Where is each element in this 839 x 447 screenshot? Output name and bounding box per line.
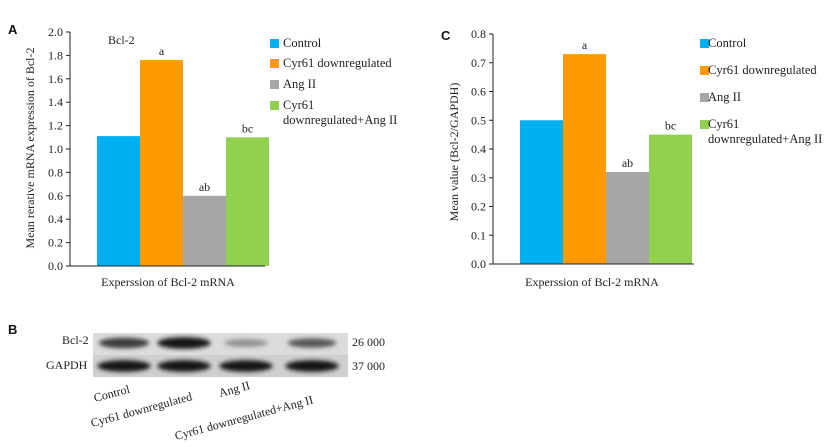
blot-mw-gapdh: 37 000 bbox=[352, 359, 385, 373]
y-tick-label: 0.3 bbox=[471, 171, 486, 185]
y-tick-label: 1.4 bbox=[48, 95, 63, 109]
legend-swatch-cyr61-c bbox=[700, 66, 709, 75]
legend-label-combo-line2-c: downregulated+Ang II bbox=[708, 132, 822, 146]
y-tick-label: 1.8 bbox=[48, 48, 63, 62]
bar-4 bbox=[226, 137, 269, 266]
y-tick-label: 0.1 bbox=[471, 228, 486, 242]
panel-a: A Mean rerative mRNA expression of Bcl-2… bbox=[8, 22, 397, 289]
blot-bands bbox=[97, 337, 339, 372]
significance-label-2: a bbox=[159, 44, 165, 58]
y-tick-label: 0.4 bbox=[471, 142, 486, 156]
y-tick-label: 0.2 bbox=[471, 200, 486, 214]
legend-label-combo-line2-a: downregulated+Ang II bbox=[283, 113, 397, 127]
blot-row-label-bcl2: Bcl-2 bbox=[62, 333, 89, 347]
legend-label-control-c: Control bbox=[708, 36, 747, 50]
y-ticks-a: 0.0 0.2 0.4 0.6 0.8 1.0 1.2 1.4 1.6 1.8 2.0 bbox=[48, 25, 70, 273]
blot-band bbox=[157, 360, 211, 372]
significance-label-3: ab bbox=[622, 156, 633, 170]
legend-swatch-angii-a bbox=[270, 80, 279, 89]
bar-2 bbox=[563, 54, 606, 264]
bar-3 bbox=[606, 172, 649, 264]
blot-band bbox=[223, 339, 269, 347]
bar-2 bbox=[140, 60, 183, 266]
legend-swatch-angii-c bbox=[700, 93, 709, 102]
y-tick-label: 1.0 bbox=[48, 142, 63, 156]
y-tick-label: 0.4 bbox=[48, 212, 63, 226]
legend-label-cyr61-a: Cyr61 downregulated bbox=[283, 56, 392, 70]
panel-b: B Bcl-2 GAPDH 26 000 37 000 Control Cyr6… bbox=[8, 322, 385, 443]
significance-label-4: bc bbox=[665, 119, 676, 133]
panel-letter-a: A bbox=[8, 22, 18, 37]
y-axis-title-c: Mean value (Bcl-2/GAPDH) bbox=[447, 83, 461, 222]
significance-labels-a: a ab bc bbox=[159, 44, 253, 194]
panel-letter-c: C bbox=[441, 28, 451, 43]
panel-letter-b: B bbox=[8, 322, 17, 337]
legend-label-angii-c: Ang II bbox=[708, 90, 741, 104]
y-tick-label: 0.7 bbox=[471, 56, 486, 70]
legend-swatch-combo-a bbox=[270, 101, 279, 110]
blot-mw-bcl2: 26 000 bbox=[352, 335, 385, 349]
y-tick-label: 0.0 bbox=[48, 259, 63, 273]
legend-label-combo-line1-a: Cyr61 bbox=[283, 98, 314, 112]
legend-label-angii-a: Ang II bbox=[283, 77, 316, 91]
blot-lane-label-combo: Cyr61 downregulated+Ang II bbox=[173, 392, 314, 442]
y-tick-label: 0.2 bbox=[48, 236, 63, 250]
bar-4 bbox=[649, 134, 692, 264]
y-ticks-c: 0.0 0.1 0.2 0.3 0.4 0.5 0.6 0.7 0.8 bbox=[471, 27, 493, 271]
y-axis-title-a: Mean rerative mRNA expression of Bcl-2 bbox=[23, 48, 37, 249]
blot-band bbox=[97, 360, 151, 372]
blot-lane-label-angii: Ang II bbox=[217, 378, 251, 400]
significance-labels-c: a ab bc bbox=[582, 38, 676, 170]
legend-swatch-control-c bbox=[700, 39, 709, 48]
y-tick-label: 0.6 bbox=[471, 85, 486, 99]
blot-lane-label-control: Control bbox=[92, 382, 132, 405]
legend-swatch-combo-c bbox=[700, 120, 709, 129]
y-tick-label: 1.2 bbox=[48, 119, 63, 133]
legend-swatch-cyr61-a bbox=[270, 59, 279, 68]
y-tick-label: 2.0 bbox=[48, 25, 63, 39]
y-tick-label: 0.8 bbox=[48, 165, 63, 179]
legend-label-control-a: Control bbox=[283, 36, 322, 50]
x-axis-title-c: Experssion of Bcl-2 mRNA bbox=[525, 275, 659, 289]
bar-3 bbox=[183, 195, 226, 266]
bar-1 bbox=[97, 136, 140, 266]
blot-band bbox=[157, 337, 211, 349]
legend-label-combo-line1-c: Cyr61 bbox=[708, 117, 739, 131]
bar-1 bbox=[520, 120, 563, 264]
significance-label-3: ab bbox=[199, 180, 210, 194]
blot-band bbox=[285, 360, 339, 372]
blot-strip-bcl2 bbox=[93, 333, 348, 355]
blot-band bbox=[98, 337, 150, 349]
panel-c: C Mean value (Bcl-2/GAPDH) 0.00.10.20.30… bbox=[441, 27, 822, 289]
y-tick-label: 0.0 bbox=[471, 257, 486, 271]
legend-a: Control Cyr61 downregulated Ang II Cyr61… bbox=[270, 36, 397, 127]
legend-swatch-control-a bbox=[270, 39, 279, 48]
chart-title-a: Bcl-2 bbox=[108, 33, 135, 47]
y-tick-label: 0.6 bbox=[48, 189, 63, 203]
significance-label-4: bc bbox=[242, 121, 253, 135]
blot-band bbox=[219, 360, 273, 372]
y-tick-label: 1.6 bbox=[48, 72, 63, 86]
significance-label-2: a bbox=[582, 38, 588, 52]
legend-label-cyr61-c: Cyr61 downregulated bbox=[708, 63, 817, 77]
y-tick-label: 0.8 bbox=[471, 27, 486, 41]
blot-band bbox=[287, 338, 337, 348]
bars-c bbox=[520, 54, 692, 264]
x-axis-title-a: Experssion of Bcl-2 mRNA bbox=[101, 275, 235, 289]
blot-row-label-gapdh: GAPDH bbox=[46, 358, 88, 372]
bars-a bbox=[97, 60, 269, 266]
legend-c: Control Cyr61 downregulated Ang II Cyr61… bbox=[700, 36, 822, 146]
y-tick-label: 0.5 bbox=[471, 113, 486, 127]
